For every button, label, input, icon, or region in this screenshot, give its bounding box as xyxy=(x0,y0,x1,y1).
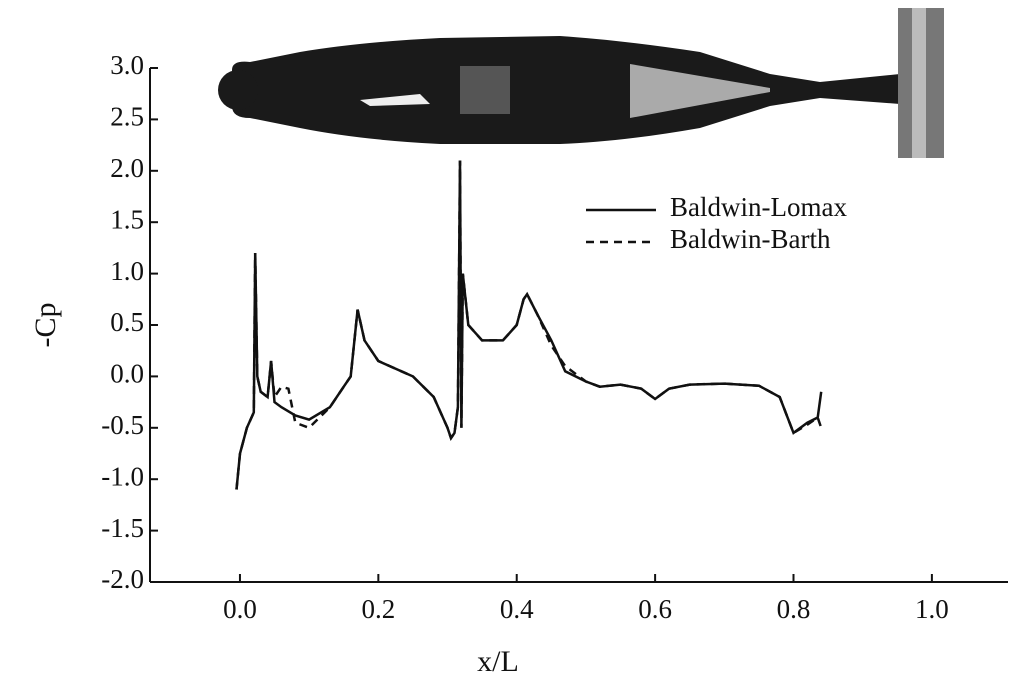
submarine-illustration xyxy=(218,8,944,158)
hull xyxy=(232,36,900,144)
y-tick-label: 0.0 xyxy=(110,359,144,389)
x-tick-label: 0.0 xyxy=(223,594,257,624)
y-tick-label: -0.5 xyxy=(101,410,144,440)
chart: x/L -Cp -2.0 -1.5 -1.0 -0.5 0.0 0.5 1.0 1.5 2.0 2… xyxy=(0,0,1011,686)
y-tick-label: 1.5 xyxy=(110,204,144,234)
legend-label: Baldwin-Lomax xyxy=(670,192,847,222)
x-tick-label: 0.4 xyxy=(500,594,534,624)
x-tick-label: 0.6 xyxy=(638,594,672,624)
y-tick-label: 0.5 xyxy=(110,307,144,337)
y-tick-label: 3.0 xyxy=(110,50,144,80)
nose xyxy=(218,70,258,110)
y-tick-label: 2.0 xyxy=(110,153,144,183)
sail-shade xyxy=(460,66,510,114)
y-tick-label: -1.5 xyxy=(101,513,144,543)
y-tick-label: 1.0 xyxy=(110,256,144,286)
y-tick-label: 2.5 xyxy=(110,102,144,132)
x-tick-label: 0.8 xyxy=(777,594,811,624)
legend-label: Baldwin-Barth xyxy=(670,224,831,254)
y-axis-label: -Cp xyxy=(29,303,62,348)
x-tick-label: 0.2 xyxy=(361,594,395,624)
x-tick-label: 1.0 xyxy=(915,594,949,624)
y-tick-label: -1.0 xyxy=(101,461,144,491)
wall-highlight xyxy=(912,8,926,158)
x-axis-label: x/L xyxy=(477,645,519,678)
y-tick-label: -2.0 xyxy=(101,564,144,594)
